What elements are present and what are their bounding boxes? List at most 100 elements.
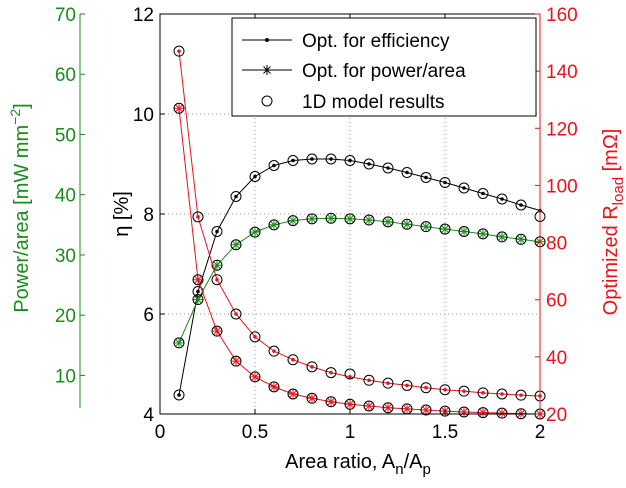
series-2-point-5	[272, 349, 276, 353]
series-0-point-10	[367, 162, 371, 166]
series-3-model-point-13	[420, 404, 432, 416]
eta-axis: 4 6 8 10 12	[133, 5, 165, 426]
series-2-point-0	[177, 49, 181, 53]
series-3-point-7	[307, 393, 317, 403]
series-1-model-point-18	[515, 233, 527, 245]
series-0-point-12	[405, 170, 409, 175]
series-1-model-point-15	[458, 225, 470, 237]
series-2-model-point-6	[287, 354, 299, 366]
legend-item-power: Opt. for power/area	[242, 61, 466, 82]
series-1-model-point-3	[230, 239, 242, 251]
series-1-model-point-5	[268, 219, 280, 231]
series-3-model-point-11	[382, 402, 394, 414]
series-1-model-point-16	[477, 228, 489, 240]
series-0-model-point-2	[211, 226, 223, 237]
series-3-model-point-4	[249, 371, 261, 383]
series-0-model-point-0	[173, 389, 185, 401]
series-3-point-3	[231, 356, 241, 366]
series-2-point-6	[291, 357, 295, 362]
series-1-point-4	[250, 227, 260, 237]
series-0-point-4	[253, 174, 257, 179]
series-0-point-7	[310, 157, 314, 161]
power-axis-label: Power/area [mW mm−2]	[7, 103, 33, 312]
rload-axis-label: Optimized Rload [mΩ]	[600, 129, 626, 316]
series-3-model-point-14	[439, 405, 451, 417]
series-0-model-point-7	[306, 153, 318, 165]
series-2-point-1	[196, 215, 200, 219]
legend-marker-model	[261, 95, 273, 107]
series-0-point-15	[462, 186, 466, 190]
x-tick-label-3: 1.5	[432, 422, 458, 443]
series-2-point-8	[329, 370, 333, 375]
series-1-point-8	[326, 213, 336, 223]
series-1-model-point-14	[439, 223, 451, 235]
series-1-model-point-13	[420, 221, 432, 233]
series-0-model-point-11	[382, 162, 394, 174]
series-3-point-11	[383, 403, 393, 413]
series-2-model-point-3	[230, 308, 242, 320]
power-tick-label-0: 10	[55, 366, 76, 387]
series-0-point-9	[348, 158, 352, 163]
series-2-model-point-17	[496, 388, 508, 400]
series-0-point-13	[424, 175, 428, 180]
series-3-model-point-1	[192, 274, 204, 286]
series-2-point-3	[234, 312, 238, 316]
series-2-point-12	[405, 383, 409, 388]
series-2-model-point-4	[249, 331, 261, 343]
eta-tick-label-3: 10	[133, 105, 154, 126]
series-2-point-10	[367, 378, 371, 383]
power-tick-label-3: 40	[55, 186, 76, 207]
series-0-model-point-12	[401, 167, 413, 178]
legend-box	[231, 17, 537, 117]
series-0-point-5	[272, 163, 276, 168]
x-axis-label: Area ratio, An/Ap	[285, 451, 431, 478]
power-tick-label-2: 30	[55, 246, 76, 267]
series-0-model-point-17	[496, 193, 508, 205]
x-tick-label-1: 0.5	[242, 422, 268, 443]
series-3-model-point-16	[477, 407, 489, 419]
series-1-point-17	[497, 232, 507, 242]
series-1-point-18	[516, 234, 526, 244]
series-1-point-16	[478, 229, 488, 239]
series-1-model-point-4	[249, 226, 261, 238]
series-3-rload	[173, 102, 546, 420]
series-2-model-point-15	[458, 385, 470, 397]
series-2-model-point-2	[211, 274, 223, 286]
series-layer	[173, 45, 546, 420]
series-1-point-13	[421, 222, 431, 232]
rload-tick-label-4: 100	[546, 176, 578, 197]
rload-tick-label-2: 60	[546, 291, 567, 312]
legend-label-model: 1D model results	[302, 92, 445, 113]
series-2-point-2	[215, 277, 219, 282]
series-1-point-6	[288, 216, 298, 226]
series-2-model-point-9	[344, 368, 356, 380]
series-2-model-point-5	[268, 345, 280, 357]
series-0-point-1	[196, 289, 200, 294]
series-1-model-point-10	[363, 214, 375, 226]
series-3-point-8	[326, 397, 336, 407]
series-0-point-18	[519, 203, 523, 207]
series-2-point-17	[500, 392, 504, 396]
series-3-model-point-3	[230, 355, 242, 367]
legend-item-efficiency: Opt. for efficiency	[242, 31, 450, 52]
series-2-model-point-13	[420, 382, 432, 394]
eta-tick-label-0: 4	[143, 405, 154, 426]
series-0-model-point-10	[363, 158, 375, 170]
series-3-point-2	[212, 326, 222, 336]
series-3-point-13	[421, 405, 431, 415]
series-1-point-0	[174, 338, 184, 348]
series-0-model-point-4	[249, 171, 261, 182]
eta-tick-label-1: 6	[143, 305, 154, 326]
series-1-point-5	[269, 220, 279, 230]
series-2-point-13	[424, 385, 428, 390]
series-2-model-point-11	[382, 377, 394, 389]
series-2-point-9	[348, 375, 352, 379]
rload-tick-label-6: 140	[546, 62, 578, 83]
series-3-model-point-7	[306, 392, 318, 404]
series-1-model-point-6	[287, 215, 299, 227]
series-0-model-point-5	[268, 160, 280, 171]
series-0-point-16	[481, 191, 485, 196]
series-0-model-point-13	[420, 172, 432, 183]
series-3-model-point-2	[211, 325, 223, 337]
series-2-model-point-18	[515, 389, 527, 401]
